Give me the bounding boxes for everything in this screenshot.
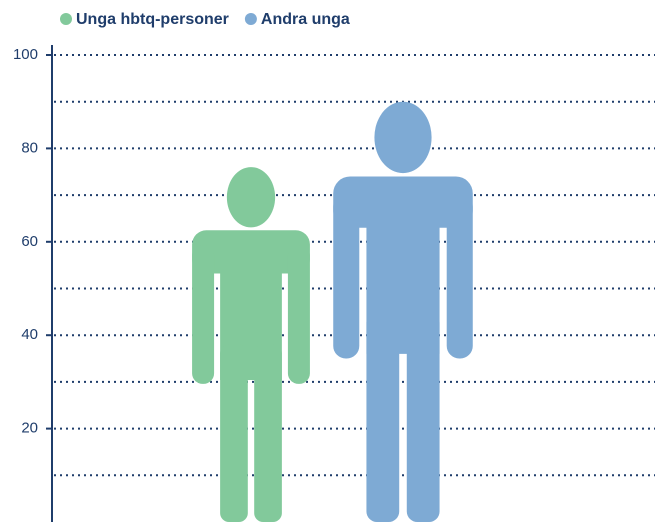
figure-part <box>446 194 473 359</box>
figure-part <box>192 245 215 384</box>
y-tick-label: 20 <box>21 420 38 437</box>
person-figure <box>333 101 473 522</box>
figure-head <box>374 101 432 174</box>
person-figure <box>192 167 310 522</box>
legend-label: Andra unga <box>261 11 350 28</box>
figure-part <box>287 245 310 384</box>
legend-label: Unga hbtq-personer <box>76 11 229 28</box>
figure-part <box>366 311 400 522</box>
figure-head <box>226 167 276 228</box>
figure-part <box>406 311 440 522</box>
y-tick-label: 100 <box>13 46 38 63</box>
y-tick-label: 60 <box>21 233 38 250</box>
legend-swatch <box>244 13 257 25</box>
y-tick-label: 40 <box>21 326 38 343</box>
y-tick-label: 80 <box>21 139 38 156</box>
figure-part <box>220 344 248 522</box>
figure-part <box>333 194 360 359</box>
legend-swatch <box>60 13 72 25</box>
figure-part <box>254 344 282 522</box>
